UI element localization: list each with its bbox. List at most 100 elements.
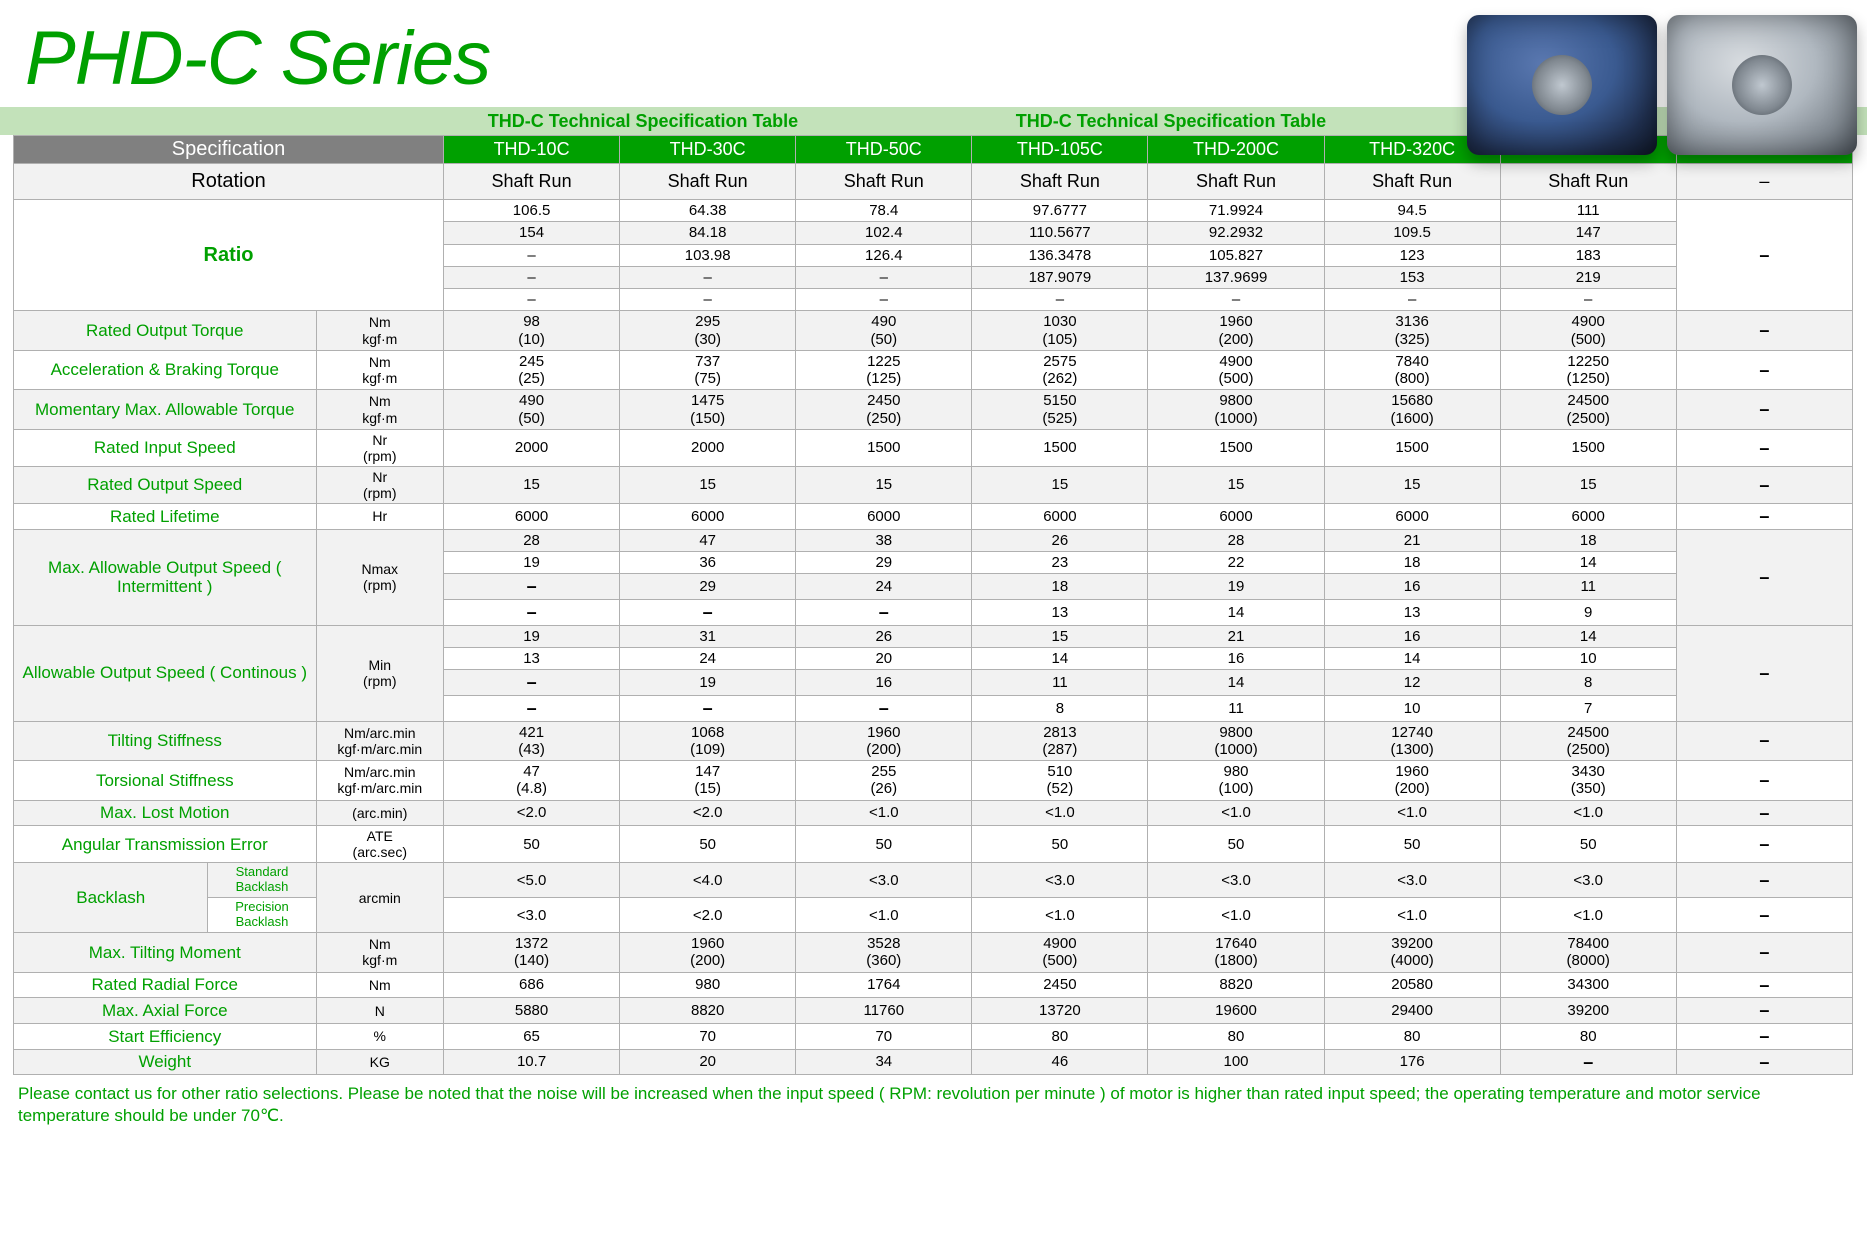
spec-val: 29400 — [1324, 998, 1500, 1024]
spec-unit: KG — [316, 1049, 443, 1075]
ratio-4-5: – — [1324, 289, 1500, 311]
backlash-v2: <1.0 — [972, 898, 1148, 933]
spec-label: Rated Lifetime — [14, 504, 317, 530]
block-val: 14 — [1324, 647, 1500, 669]
rotation-val-1: Shaft Run — [620, 164, 796, 200]
rotation-val-2: Shaft Run — [796, 164, 972, 200]
block-last: – — [1676, 529, 1852, 625]
ratio-3-3: 187.9079 — [972, 266, 1148, 288]
header-band-text-1: THD-C Technical Specification Table — [398, 111, 888, 132]
block-val: 12 — [1324, 670, 1500, 696]
ratio-4-0: – — [444, 289, 620, 311]
product-image-1 — [1467, 15, 1657, 155]
spec-val: 5880 — [444, 998, 620, 1024]
block-val: 10 — [1324, 695, 1500, 721]
ratio-1-3: 110.5677 — [972, 222, 1148, 244]
backlash-unit: arcmin — [316, 863, 443, 933]
spec-label: Rated Output Speed — [14, 466, 317, 503]
block-val: 18 — [972, 574, 1148, 600]
spec-val: 2813 (287) — [972, 721, 1148, 761]
model-header-3: THD-105C — [972, 136, 1148, 164]
spec-val: 9800 (1000) — [1148, 721, 1324, 761]
ratio-label: Ratio — [14, 200, 444, 311]
spec-val: 8820 — [1148, 972, 1324, 998]
block-val: 19 — [444, 552, 620, 574]
spec-val: 6000 — [444, 504, 620, 530]
spec-val: – — [1676, 933, 1852, 973]
spec-val: 737 (75) — [620, 350, 796, 390]
spec-val: 147 (15) — [620, 761, 796, 801]
block-val: 8 — [972, 695, 1148, 721]
spec-val: 2450 (250) — [796, 390, 972, 430]
ratio-1-1: 84.18 — [620, 222, 796, 244]
block-val: 47 — [620, 529, 796, 551]
spec-val: 34300 — [1500, 972, 1676, 998]
footnote: Please contact us for other ratio select… — [0, 1075, 1867, 1134]
spec-val: 1475 (150) — [620, 390, 796, 430]
spec-unit: Nm — [316, 972, 443, 998]
spec-val: 39200 — [1500, 998, 1676, 1024]
spec-val: 490 (50) — [796, 311, 972, 351]
block-val: 15 — [972, 625, 1148, 647]
spec-val: 80 — [1148, 1024, 1324, 1050]
spec-table: SpecificationTHD-10CTHD-30CTHD-50CTHD-10… — [13, 135, 1853, 1075]
spec-val: – — [1676, 504, 1852, 530]
spec-val: 3430 (350) — [1500, 761, 1676, 801]
spec-val: 1225 (125) — [796, 350, 972, 390]
spec-unit: Nm/arc.min kgf·m/arc.min — [316, 761, 443, 801]
backlash-v2: <1.0 — [1500, 898, 1676, 933]
rotation-val-0: Shaft Run — [444, 164, 620, 200]
backlash-sub1: Standard Backlash — [208, 863, 316, 898]
spec-val: 70 — [796, 1024, 972, 1050]
rotation-val-6: Shaft Run — [1500, 164, 1676, 200]
spec-val: – — [1676, 1049, 1852, 1075]
spec-val: 13720 — [972, 998, 1148, 1024]
spec-val: <2.0 — [620, 800, 796, 826]
spec-val: 15 — [620, 466, 796, 503]
spec-unit: Hr — [316, 504, 443, 530]
block-val: 29 — [796, 552, 972, 574]
header-band-text-2: THD-C Technical Specification Table — [888, 111, 1454, 132]
spec-val: 6000 — [620, 504, 796, 530]
spec-label: Max. Lost Motion — [14, 800, 317, 826]
ratio-0-5: 94.5 — [1324, 200, 1500, 222]
spec-label: Angular Transmission Error — [14, 826, 317, 863]
block-val: 26 — [972, 529, 1148, 551]
block-val: – — [620, 600, 796, 626]
spec-val: 1960 (200) — [1148, 311, 1324, 351]
spec-val: 5150 (525) — [972, 390, 1148, 430]
spec-val: 50 — [1500, 826, 1676, 863]
spec-unit: N — [316, 998, 443, 1024]
spec-val: 6000 — [972, 504, 1148, 530]
product-image-2 — [1667, 15, 1857, 155]
backlash-label: Backlash — [14, 863, 208, 933]
ratio-2-0: – — [444, 244, 620, 266]
spec-val: <1.0 — [972, 800, 1148, 826]
block-val: 10 — [1500, 647, 1676, 669]
spec-val: 17640 (1800) — [1148, 933, 1324, 973]
ratio-1-4: 92.2932 — [1148, 222, 1324, 244]
block-val: 13 — [1324, 600, 1500, 626]
spec-val: 10.7 — [444, 1049, 620, 1075]
spec-val: 1500 — [972, 429, 1148, 466]
block-val: – — [444, 695, 620, 721]
spec-val: – — [1500, 1049, 1676, 1075]
ratio-3-6: 219 — [1500, 266, 1676, 288]
spec-val: 1764 — [796, 972, 972, 998]
block-val: 14 — [1148, 670, 1324, 696]
ratio-2-5: 123 — [1324, 244, 1500, 266]
spec-val: – — [1676, 429, 1852, 466]
spec-val: 15680 (1600) — [1324, 390, 1500, 430]
spec-label: Rated Radial Force — [14, 972, 317, 998]
backlash-v2: <1.0 — [1324, 898, 1500, 933]
ratio-3-1: – — [620, 266, 796, 288]
spec-label: Acceleration & Braking Torque — [14, 350, 317, 390]
rotation-val-3: Shaft Run — [972, 164, 1148, 200]
spec-val: 1030 (105) — [972, 311, 1148, 351]
block-val: 11 — [1148, 695, 1324, 721]
spec-val: 4900 (500) — [1500, 311, 1676, 351]
spec-val: 78400 (8000) — [1500, 933, 1676, 973]
model-header-2: THD-50C — [796, 136, 972, 164]
ratio-2-6: 183 — [1500, 244, 1676, 266]
block-val: 36 — [620, 552, 796, 574]
